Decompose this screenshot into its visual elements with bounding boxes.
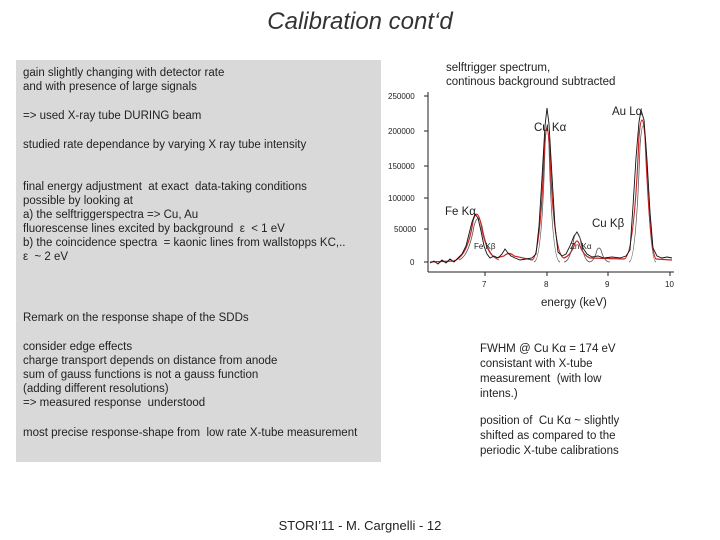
xtube-note: most precise response-shape from low rat…: [23, 427, 358, 439]
rate-note: studied rate dependance by varying X ray…: [23, 139, 307, 151]
y-tick-0: 0: [410, 258, 415, 267]
y-tick-100000: 100000: [388, 194, 415, 203]
x-tick-7: 7: [482, 280, 487, 289]
peak-label-cu-ka: Cu Kα: [534, 122, 567, 134]
spectrum-caption: selftrigger spectrum, continous backgrou…: [446, 62, 616, 88]
text-panel: gain slightly changing with detector rat…: [16, 60, 381, 462]
x-axis-label: energy (keV): [541, 297, 607, 309]
position-note: position of Cu Kα ~ slightly shifted as …: [480, 415, 620, 457]
response-details: consider edge effects charge transport d…: [23, 341, 278, 409]
slide-title: Calibration cont‘d: [267, 8, 453, 35]
fwhm-note: FWHM @ Cu Kα = 174 eV consistant with X-…: [480, 343, 616, 400]
data-histogram: [429, 107, 673, 265]
y-tick-150000: 150000: [388, 162, 415, 171]
peak-label-fe-ka: Fe Kα: [445, 206, 476, 218]
peak-label-au-la: Au Lα: [612, 106, 643, 118]
peak-label-fe-kb: Fe Kβ: [474, 242, 496, 251]
spectrum-svg: [424, 92, 674, 276]
fit-curve: [429, 119, 673, 263]
x-tick-marks: [484, 272, 671, 276]
y-tick-250000: 250000: [388, 92, 415, 101]
xray-tube-note: => used X-ray tube DURING beam: [23, 110, 202, 122]
y-tick-marks: [424, 95, 428, 263]
slide-footer: STORI’11 - M. Cargnelli - 12: [278, 518, 442, 533]
peak-label-cu-kb: Cu Kβ: [592, 218, 625, 230]
peak-label-zn-ka: Zn Kα: [570, 242, 592, 251]
y-tick-200000: 200000: [388, 127, 415, 136]
x-tick-8: 8: [544, 280, 549, 289]
x-tick-10: 10: [665, 280, 674, 289]
spectrum-plot: 250000 200000 150000 100000 50000 0 7 8 …: [384, 86, 684, 296]
response-remark: Remark on the response shape of the SDDs: [23, 312, 249, 324]
gain-note: gain slightly changing with detector rat…: [23, 67, 225, 93]
x-tick-9: 9: [605, 280, 610, 289]
kb-components: [563, 232, 611, 263]
y-tick-50000: 50000: [394, 225, 417, 234]
energy-adjustment-note: final energy adjustment at exact data-ta…: [23, 181, 346, 263]
